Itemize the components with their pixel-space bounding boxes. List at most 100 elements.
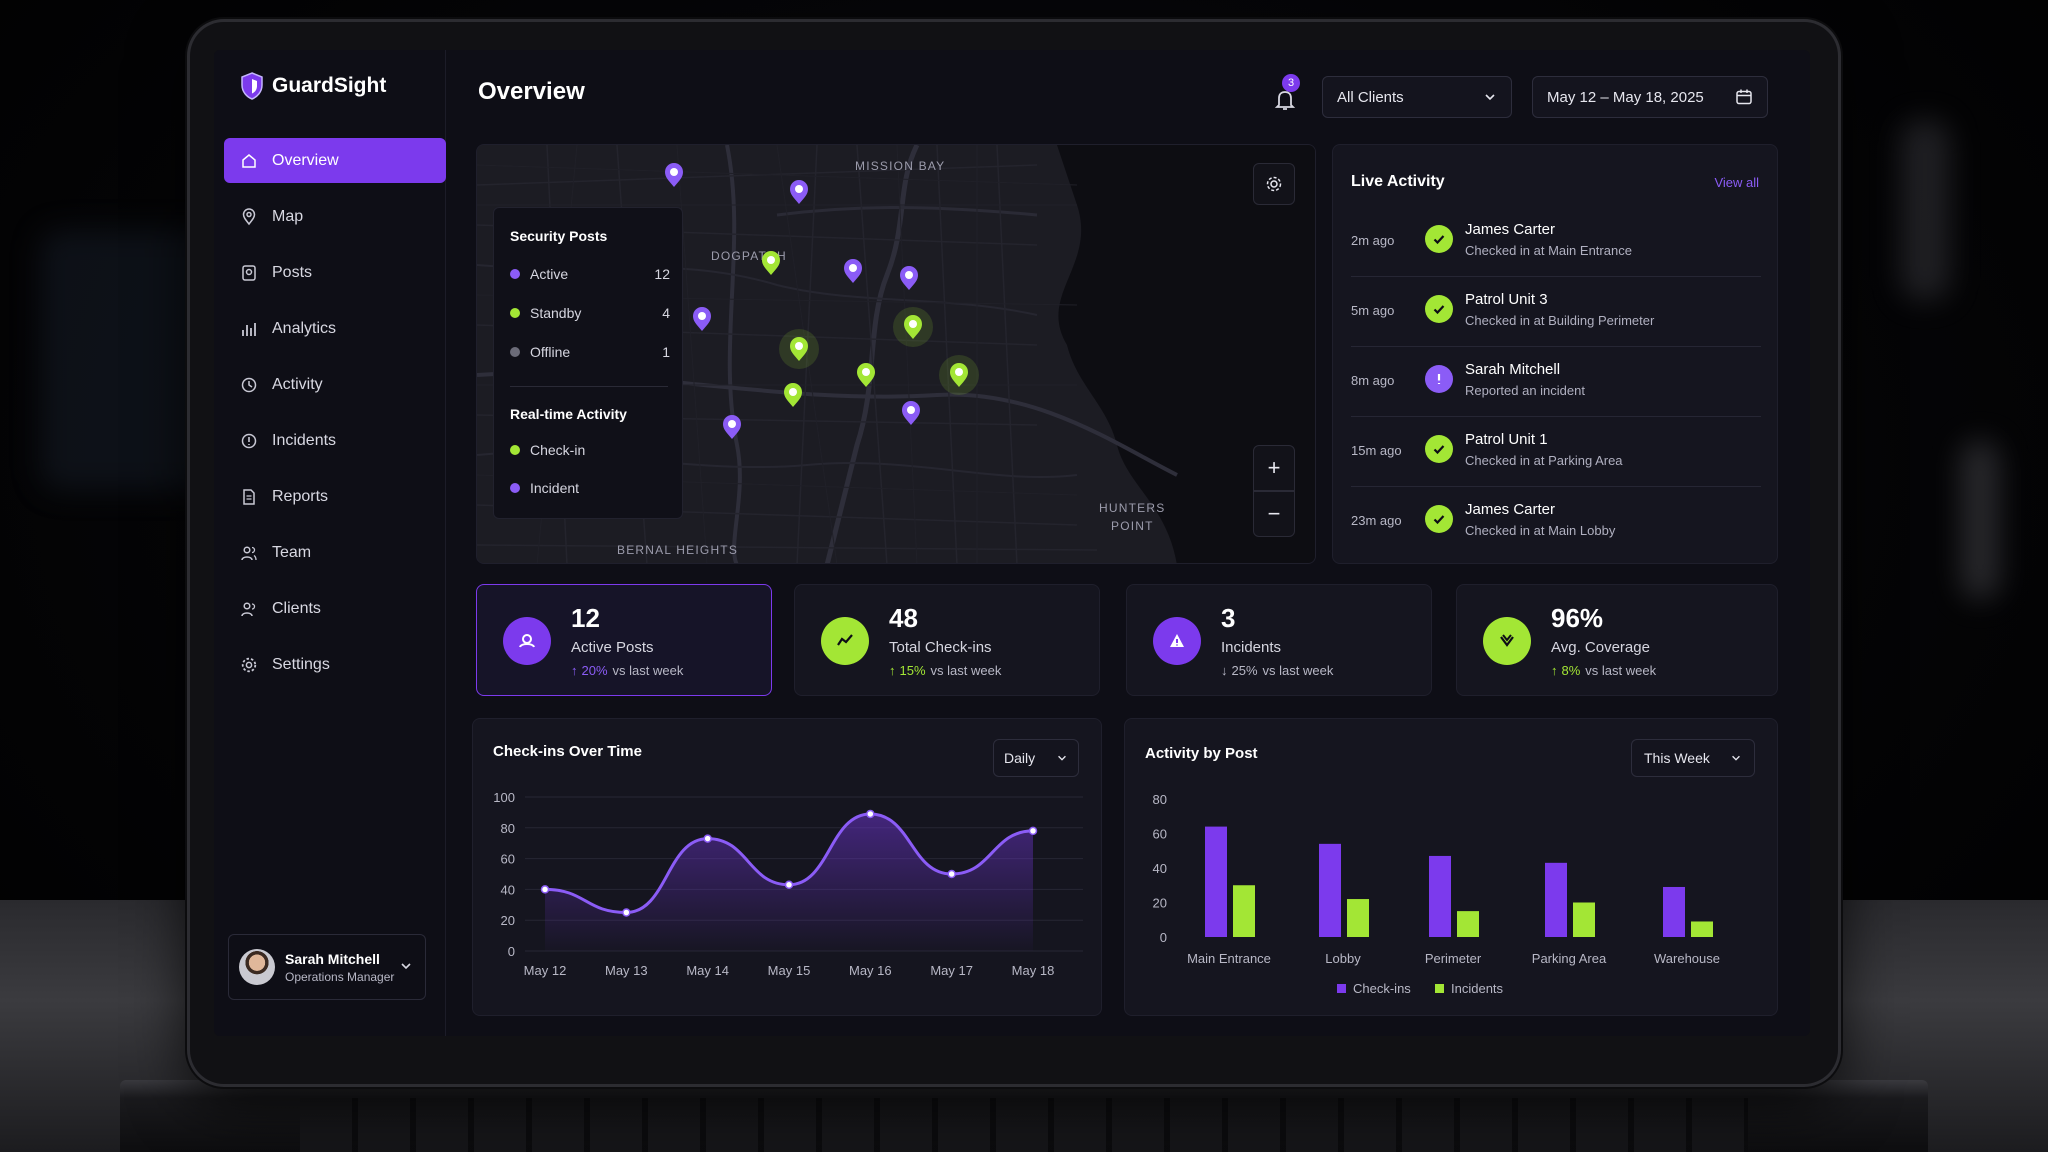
sidebar-item-settings[interactable]: Settings — [224, 642, 446, 687]
date-range-picker[interactable]: May 12 – May 18, 2025 — [1532, 76, 1768, 118]
x-tick-label: May 12 — [524, 963, 567, 978]
sidebar-item-label: Reports — [272, 487, 329, 505]
bar-checkins[interactable] — [1319, 843, 1341, 937]
team-icon — [240, 544, 258, 562]
clock-icon — [240, 376, 258, 394]
map-pin-active-icon[interactable] — [889, 391, 933, 435]
sidebar-item-map[interactable]: Map — [224, 194, 446, 239]
activity-item[interactable]: 23m ago James Carter Checked in at Main Lo… — [1351, 489, 1761, 557]
map-legend: Security Posts Active 12 Standby 4 Offline 1 … — [493, 207, 683, 519]
stat-value: 12 — [571, 603, 600, 633]
view-all-link[interactable]: View all — [1714, 175, 1759, 190]
x-tick-label: Lobby — [1325, 951, 1361, 966]
client-filter-value: All Clients — [1337, 88, 1404, 106]
data-point[interactable] — [1028, 826, 1038, 836]
week-select-value: This Week — [1644, 750, 1710, 766]
stat-change-suffix: vs last week — [1585, 663, 1657, 678]
map-settings-button[interactable] — [1253, 163, 1295, 205]
bar-checkins[interactable] — [1663, 886, 1685, 937]
activity-item[interactable]: 15m ago Patrol Unit 1 Checked in at Parkin… — [1351, 419, 1761, 487]
map-pin-active-icon[interactable] — [652, 153, 696, 197]
sidebar-item-activity[interactable]: Activity — [224, 362, 446, 407]
stat-change-value: 25% — [1231, 663, 1258, 678]
data-point[interactable] — [784, 880, 794, 890]
trend-arrow-icon: ↑ — [571, 663, 578, 678]
client-filter-select[interactable]: All Clients — [1322, 76, 1512, 118]
bar-incidents[interactable] — [1233, 885, 1255, 937]
alert-icon — [1425, 365, 1453, 393]
bar-incidents[interactable] — [1457, 911, 1479, 937]
sidebar-item-incidents[interactable]: Incidents — [224, 418, 446, 463]
sidebar-item-label: Clients — [272, 599, 321, 617]
activity-chart-panel: Activity by Post This Week 0 20 40 60 80 Main… — [1124, 718, 1778, 1016]
user-menu[interactable]: Sarah Mitchell Operations Manager — [228, 934, 426, 1000]
activity-item[interactable]: 5m ago Patrol Unit 3 Checked in at Buildin… — [1351, 279, 1761, 347]
map-pin-active-icon[interactable] — [831, 249, 875, 293]
activity-description: Checked in at Main Lobby — [1465, 523, 1616, 538]
sidebar-item-overview[interactable]: Overview — [224, 138, 446, 183]
activity-item[interactable]: 2m ago James Carter Checked in at Main Ent… — [1351, 209, 1761, 277]
bar-checkins[interactable] — [1205, 826, 1227, 937]
data-point[interactable] — [540, 885, 550, 894]
map-pin-checkin-icon[interactable] — [891, 305, 935, 349]
sidebar-item-team[interactable]: Team — [224, 530, 446, 575]
legend-label: Check-ins — [1353, 981, 1411, 996]
stat-change: ↑ 8% vs last week — [1551, 663, 1656, 678]
map-pin-checkin-icon[interactable] — [937, 353, 981, 397]
x-tick-label: May 17 — [930, 963, 973, 978]
stat-label: Incidents — [1221, 639, 1282, 656]
map-pin-active-icon[interactable] — [710, 405, 754, 449]
y-tick-label: 0 — [1160, 930, 1167, 945]
stat-value: 48 — [889, 603, 918, 633]
user-role: Operations Manager — [285, 969, 395, 984]
zoom-in-button[interactable]: + — [1253, 445, 1295, 491]
map-pin-checkin-icon[interactable] — [844, 353, 888, 397]
live-map[interactable]: MISSION BAY DOGPATCH HUNTERS POINT BERNA… — [476, 144, 1316, 564]
map-pin-checkin-icon[interactable] — [771, 373, 815, 417]
y-tick-label: 20 — [1153, 896, 1167, 911]
map-pin-active-icon[interactable] — [777, 170, 821, 214]
map-pin-checkin-icon[interactable] — [777, 327, 821, 371]
activity-item[interactable]: 8m ago Sarah Mitchell Reported an incident — [1351, 349, 1761, 417]
y-tick-label: 40 — [501, 882, 515, 897]
bar-incidents[interactable] — [1573, 902, 1595, 938]
bell-icon[interactable] — [1270, 84, 1300, 114]
bar-incidents[interactable] — [1691, 921, 1713, 937]
stat-card-incidents[interactable]: 3 Incidents ↓ 25% vs last week — [1126, 584, 1432, 696]
period-select[interactable]: Daily — [993, 739, 1079, 777]
stat-change-value: 20% — [581, 663, 608, 678]
bar-checkins[interactable] — [1429, 855, 1451, 937]
check-icon — [1425, 505, 1453, 533]
map-pin-checkin-icon[interactable] — [749, 241, 793, 285]
bar-checkins[interactable] — [1545, 862, 1567, 937]
map-icon — [240, 207, 258, 226]
bar-incidents[interactable] — [1347, 899, 1369, 937]
sidebar-item-posts[interactable]: Posts — [224, 250, 446, 295]
activity-description: Reported an incident — [1465, 383, 1585, 398]
stat-card-active-posts[interactable]: 12 Active Posts ↑ 20% vs last week — [476, 584, 772, 696]
activity-name: Patrol Unit 3 — [1465, 291, 1548, 308]
brand[interactable]: GuardSight — [240, 72, 386, 100]
data-point[interactable] — [866, 809, 875, 819]
checkins-line-chart: 0 20 40 60 80 100 May 12 May 13 May 14 May 15 May … — [493, 790, 1083, 978]
stat-card-total-check-ins[interactable]: 48 Total Check-ins ↑ 15% vs last week — [794, 584, 1100, 696]
checkins-chart-panel: Check-ins Over Time Daily 0 20 40 60 80 100 Ma… — [472, 718, 1102, 1016]
map-pin-active-icon[interactable] — [887, 256, 931, 300]
check-icon — [1425, 225, 1453, 253]
y-tick-label: 0 — [508, 944, 515, 959]
zoom-out-button[interactable]: − — [1253, 491, 1295, 537]
sidebar-item-analytics[interactable]: Analytics — [224, 306, 446, 351]
legend-item-incident: Incident — [510, 480, 670, 496]
chevron-down-icon — [401, 963, 411, 970]
data-point[interactable] — [622, 908, 631, 917]
data-point[interactable] — [703, 834, 712, 843]
app-screen: GuardSight Overview Map Posts Analytics Acti… — [214, 50, 1810, 1036]
sidebar-item-reports[interactable]: Reports — [224, 474, 446, 519]
chevron-down-icon — [1058, 755, 1066, 761]
stat-card-avg-coverage[interactable]: 96% Avg. Coverage ↑ 8% vs last week — [1456, 584, 1778, 696]
week-select[interactable]: This Week — [1631, 739, 1755, 777]
map-pin-active-icon[interactable] — [680, 297, 724, 341]
sidebar-item-clients[interactable]: Clients — [224, 586, 446, 631]
stat-change-suffix: vs last week — [612, 663, 684, 678]
data-point[interactable] — [947, 869, 956, 879]
